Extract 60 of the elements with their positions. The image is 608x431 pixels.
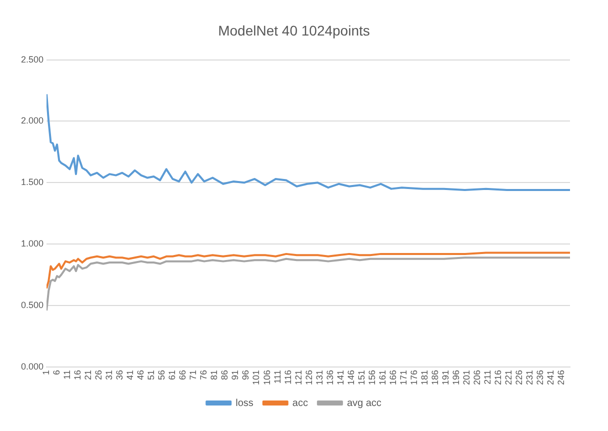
x-tick-label: 231 bbox=[524, 370, 535, 386]
x-tick-label: 26 bbox=[94, 370, 104, 380]
x-tick-label: 211 bbox=[482, 370, 492, 384]
legend-label: loss bbox=[236, 398, 254, 409]
x-tick-label: 16 bbox=[72, 370, 83, 380]
x-tick-label: 66 bbox=[178, 370, 188, 380]
chart-title: ModelNet 40 1024points bbox=[218, 22, 370, 38]
x-tick-label: 236 bbox=[535, 370, 546, 386]
x-tick-label: 81 bbox=[209, 370, 220, 380]
x-tick-label: 126 bbox=[304, 370, 314, 386]
x-tick-label: 171 bbox=[398, 370, 408, 386]
y-tick-label: 2.000 bbox=[20, 116, 44, 126]
legend-label: acc bbox=[292, 398, 308, 409]
x-tick-label: 191 bbox=[440, 370, 450, 386]
x-tick-label: 56 bbox=[156, 370, 167, 380]
x-tick-label: 181 bbox=[419, 370, 430, 386]
y-tick-label: 0.500 bbox=[20, 300, 44, 310]
x-tick-label: 31 bbox=[104, 370, 114, 380]
x-tick-label: 141 bbox=[335, 370, 346, 386]
x-tick-label: 91 bbox=[230, 370, 240, 380]
legend-label: avg acc bbox=[346, 398, 382, 409]
x-tick-label: 186 bbox=[430, 370, 440, 386]
y-tick-label: 2.500 bbox=[20, 54, 44, 64]
x-tick-label: 216 bbox=[493, 370, 504, 386]
y-tick-label: 1.000 bbox=[20, 238, 44, 249]
x-tick-label: 71 bbox=[188, 370, 198, 380]
x-tick-label: 86 bbox=[220, 370, 230, 380]
x-tick-label: 11 bbox=[62, 370, 72, 380]
x-tick-label: 96 bbox=[240, 370, 251, 380]
x-tick-label: 111 bbox=[272, 370, 282, 384]
x-tick-label: 161 bbox=[377, 370, 388, 386]
x-tick-label: 116 bbox=[282, 370, 293, 384]
x-tick-label: 156 bbox=[366, 370, 377, 386]
x-tick-label: 36 bbox=[114, 370, 125, 380]
x-tick-label: 146 bbox=[346, 370, 356, 386]
x-tick-label: 1 bbox=[41, 370, 52, 375]
y-tick-label: 1.500 bbox=[20, 177, 44, 188]
x-tick-label: 51 bbox=[146, 370, 156, 380]
x-tick-label: 136 bbox=[324, 370, 335, 386]
x-tick-label: 221 bbox=[504, 370, 514, 386]
x-tick-label: 106 bbox=[262, 370, 272, 386]
x-tick-label: 151 bbox=[356, 370, 366, 386]
x-tick-label: 121 bbox=[293, 370, 304, 386]
x-tick-label: 201 bbox=[461, 370, 472, 386]
x-tick-label: 206 bbox=[472, 370, 482, 386]
x-tick-label: 46 bbox=[136, 370, 146, 380]
y-tick-label: 0.000 bbox=[20, 361, 44, 372]
x-tick-label: 6 bbox=[52, 370, 62, 375]
x-tick-label: 131 bbox=[314, 370, 324, 386]
x-tick-label: 76 bbox=[198, 370, 209, 380]
x-tick-label: 196 bbox=[450, 370, 461, 386]
x-tick-label: 176 bbox=[408, 370, 419, 386]
x-tick-label: 166 bbox=[388, 370, 398, 386]
x-tick-label: 226 bbox=[514, 370, 524, 386]
x-tick-label: 61 bbox=[167, 370, 178, 380]
x-tick-label: 41 bbox=[125, 370, 136, 380]
x-tick-label: 241 bbox=[546, 370, 556, 386]
x-tick-label: 246 bbox=[556, 370, 566, 386]
x-tick-label: 101 bbox=[251, 370, 262, 386]
x-tick-label: 21 bbox=[83, 370, 94, 380]
